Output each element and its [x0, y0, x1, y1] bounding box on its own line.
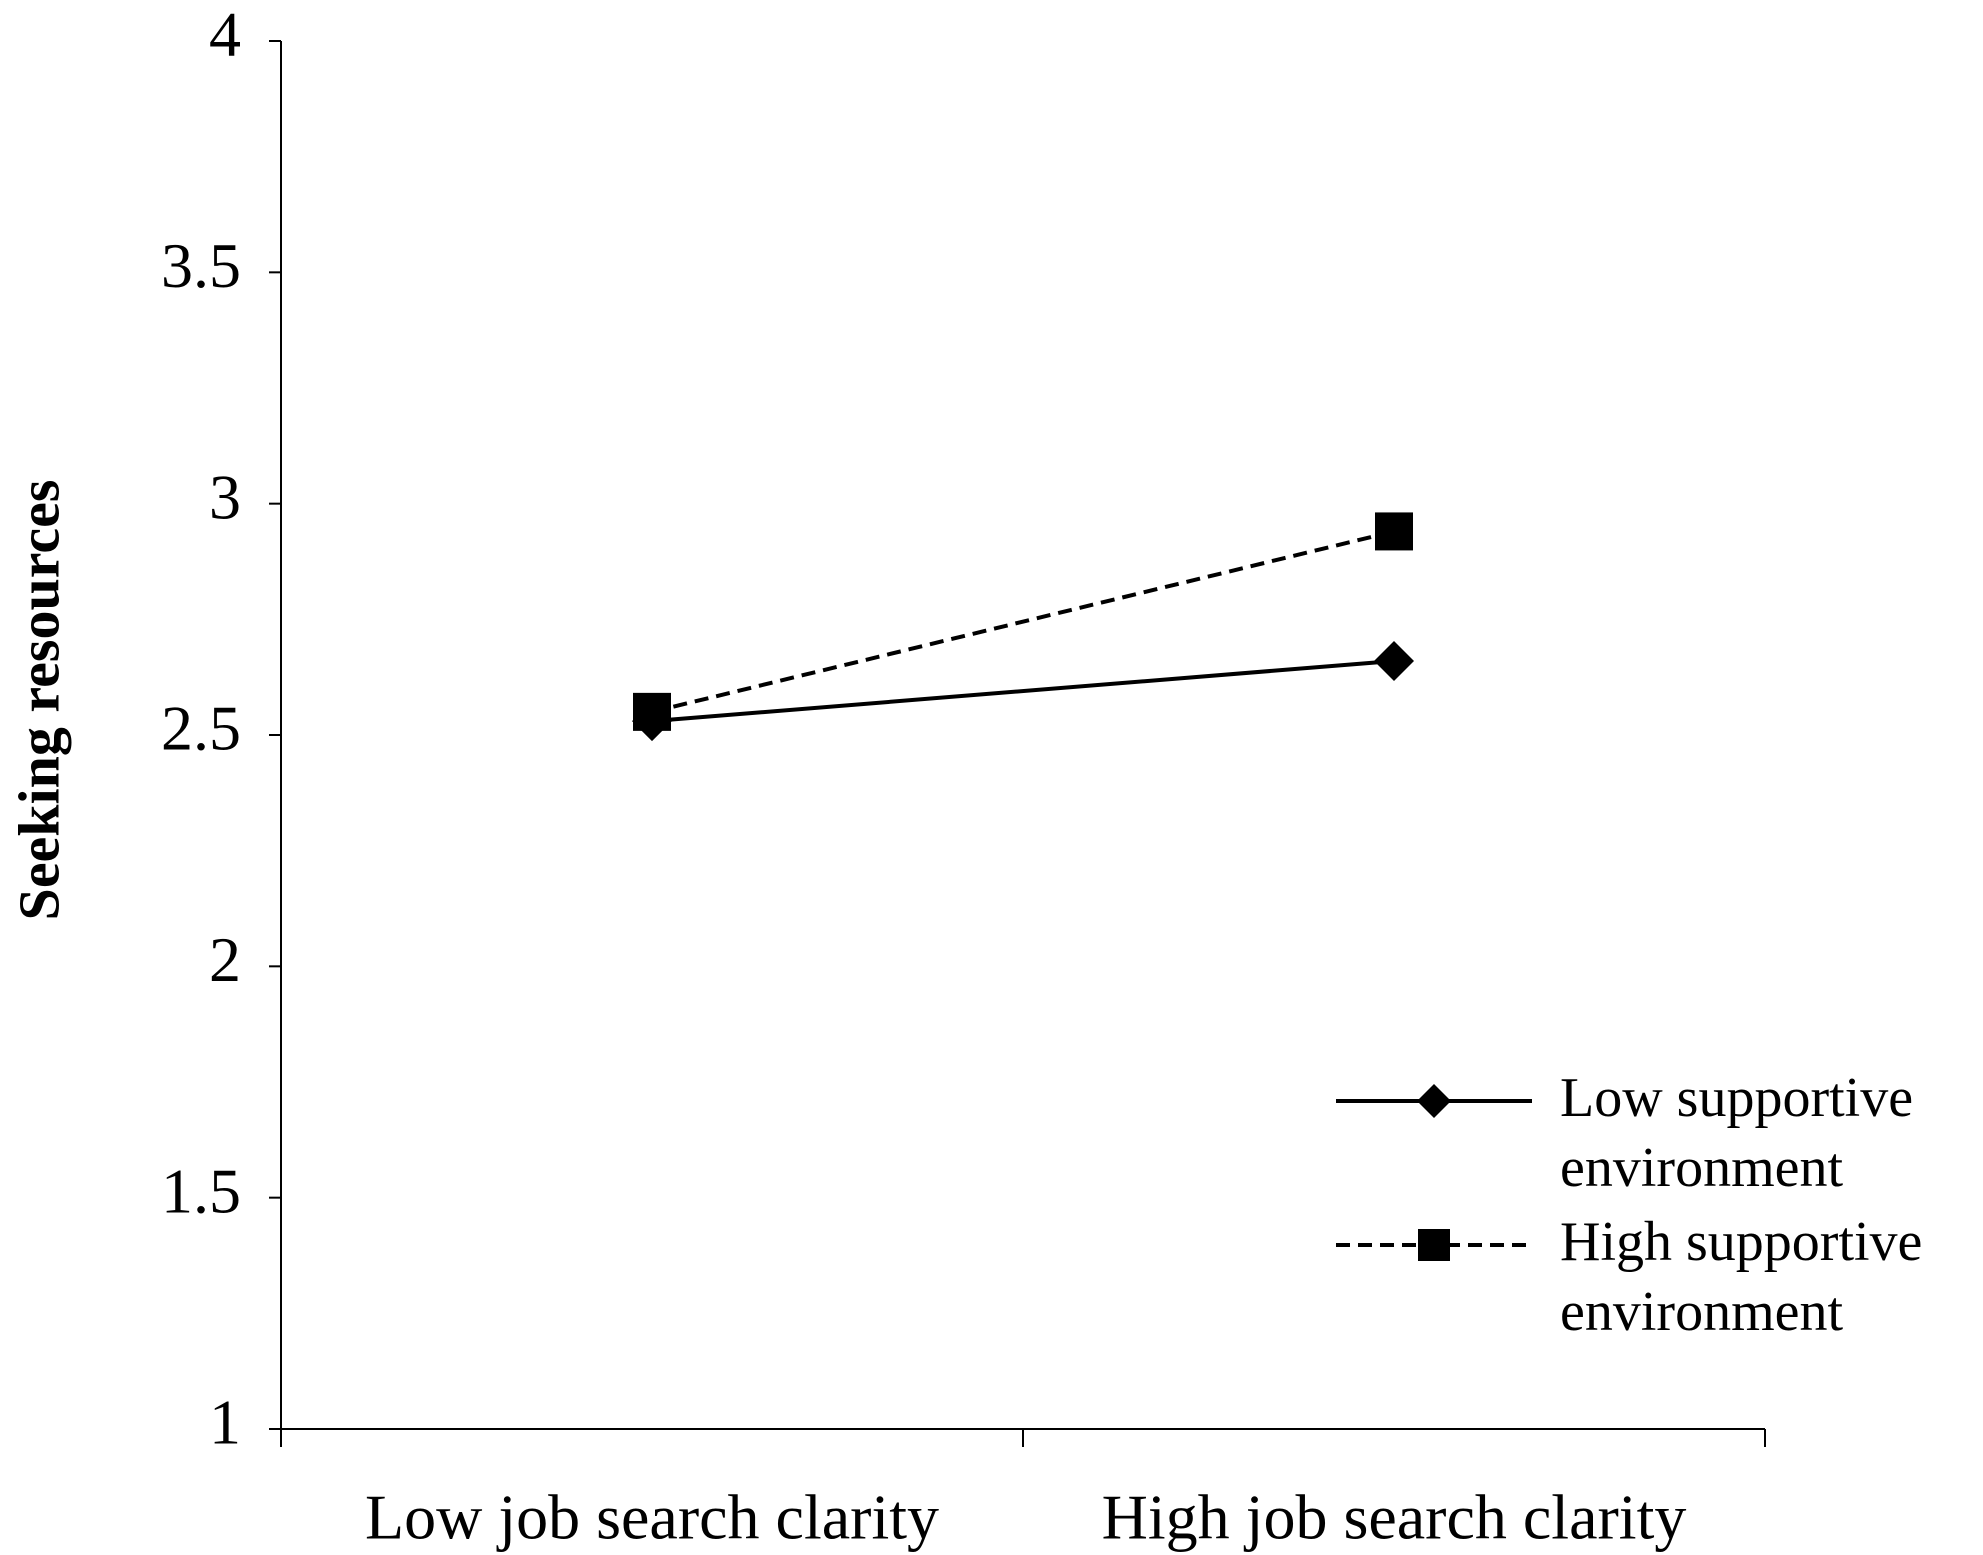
- legend-marker: [1418, 1229, 1450, 1261]
- y-tick-label: 3: [209, 461, 241, 532]
- series-line: [651, 658, 1395, 724]
- data-point: [633, 692, 671, 731]
- y-tick-label: 1: [209, 1387, 241, 1458]
- legend-marker: [1417, 1084, 1451, 1118]
- y-axis-title: Seeking resources: [6, 480, 71, 921]
- legend-label: Low supportive environment: [1560, 1067, 1914, 1199]
- y-tick-label: 4: [209, 0, 241, 70]
- x-tick-label: Low job search clarity: [365, 1482, 939, 1553]
- legend-label: High supportive environment: [1560, 1211, 1923, 1343]
- x-tick-label: High job search clarity: [1102, 1482, 1687, 1553]
- y-tick-label: 1.5: [161, 1155, 241, 1226]
- y-tick-label: 3.5: [161, 230, 241, 301]
- data-point: [1374, 640, 1414, 681]
- y-tick-label: 2.5: [161, 693, 241, 764]
- y-tick-label: 2: [209, 924, 241, 995]
- series-line: [651, 529, 1395, 714]
- data-point: [1375, 512, 1413, 551]
